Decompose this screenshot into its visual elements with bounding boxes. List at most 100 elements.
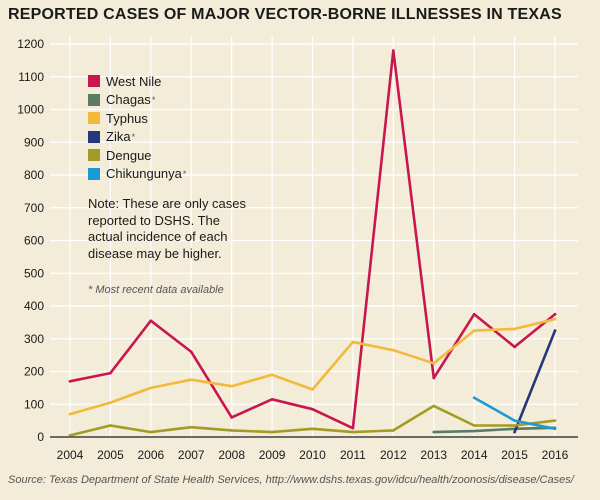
data-point-typhus [513, 327, 516, 331]
x-tick-label: 2011 [340, 448, 366, 462]
data-point-west-nile [68, 380, 72, 383]
x-tick-label: 2004 [57, 448, 84, 462]
data-point-dengue [230, 429, 233, 432]
y-tick-label: 600 [24, 234, 44, 248]
legend-item-chagas: Chagas * [88, 91, 186, 110]
legend-swatch [88, 167, 100, 180]
y-tick-label: 0 [37, 430, 44, 444]
data-point-typhus [270, 373, 274, 377]
note-text: Note: These are only cases reported to D… [88, 196, 247, 261]
data-point-west-nile [351, 426, 355, 430]
x-tick-label: 2009 [259, 448, 286, 462]
x-tick-label: 2008 [218, 448, 245, 462]
axes: 0 100 200 300 400 500 600 700 800 900 1000 1100 1200… [17, 37, 578, 462]
y-tick-label: 100 [24, 397, 44, 411]
data-point-typhus [432, 362, 436, 365]
y-tick-label: 1100 [18, 70, 44, 84]
legend-asterisk: * [182, 168, 187, 179]
x-tick-label: 2006 [137, 448, 164, 462]
data-point-chagas [432, 430, 436, 434]
data-point-chikungunya [472, 396, 476, 400]
data-point-dengue [513, 424, 516, 427]
legend-asterisk: * [151, 94, 156, 105]
data-point-west-nile [553, 312, 557, 316]
y-tick-label: 300 [24, 332, 44, 346]
data-point-typhus [189, 378, 193, 381]
x-tick-label: 2015 [501, 448, 528, 462]
data-point-dengue [149, 430, 153, 434]
data-point-typhus [68, 412, 72, 416]
data-point-typhus [230, 384, 233, 388]
legend-swatch [88, 130, 100, 143]
data-point-west-nile [472, 312, 476, 316]
series-line-zika [513, 329, 557, 434]
data-point-typhus [311, 388, 314, 391]
legend-item-zika: Zika * [88, 128, 186, 147]
legend-label: Zika [106, 129, 131, 145]
legend-item-typhus: Typhus [88, 109, 186, 128]
series-lines [68, 49, 557, 437]
data-point-dengue [392, 429, 395, 432]
legend-label: Chagas [106, 92, 151, 108]
y-tick-label: 800 [24, 168, 44, 182]
data-point-typhus [109, 401, 112, 404]
legend-swatch [88, 75, 100, 88]
y-tick-label: 900 [24, 135, 44, 149]
chart-title: REPORTED CASES OF MAJOR VECTOR-BORNE ILL… [8, 6, 562, 23]
data-point-dengue [432, 404, 436, 408]
data-point-dengue [472, 424, 476, 427]
data-point-typhus [472, 329, 476, 332]
x-tick-label: 2007 [178, 448, 205, 462]
data-point-west-nile [230, 416, 233, 419]
data-point-typhus [392, 348, 395, 352]
data-point-chagas [472, 429, 476, 433]
legend-label: Dengue [106, 147, 152, 163]
data-point-dengue [189, 425, 193, 429]
x-tick-label: 2013 [420, 448, 447, 462]
legend-item-dengue: Dengue [88, 146, 186, 165]
series-line-chagas [432, 426, 557, 434]
data-point-west-nile [109, 371, 112, 375]
data-point-dengue [109, 424, 112, 427]
legend: West Nile Chagas * Typhus Zika * Dengue Chikung… [88, 72, 186, 183]
data-point-zika [513, 430, 516, 434]
y-tick-label: 700 [24, 201, 44, 215]
y-tick-label: 200 [24, 365, 44, 379]
data-point-west-nile [270, 398, 274, 401]
data-point-west-nile [311, 407, 314, 411]
y-tick-label: 1200 [17, 37, 44, 51]
legend-swatch [88, 93, 100, 106]
source-note: Source: Texas Department of State Health… [8, 474, 574, 486]
data-point-zika [553, 329, 557, 332]
x-tick-label: 2016 [542, 448, 569, 462]
data-point-west-nile [149, 319, 153, 323]
data-point-chikungunya [513, 419, 516, 422]
legend-label: Chikungunya [106, 166, 182, 182]
legend-swatch [88, 112, 100, 125]
x-tick-label: 2014 [461, 448, 488, 462]
legend-asterisk: * [131, 131, 136, 142]
data-point-dengue [270, 430, 274, 434]
data-point-typhus [149, 386, 153, 390]
y-tick-label: 1000 [17, 103, 44, 117]
data-point-west-nile [392, 49, 395, 52]
data-point-dengue [351, 430, 355, 434]
y-tick-label: 500 [24, 266, 44, 280]
x-tick-label: 2012 [380, 448, 407, 462]
legend-label: West Nile [106, 73, 162, 89]
data-point-dengue [311, 427, 314, 431]
legend-swatch [88, 149, 100, 162]
legend-item-chikungunya: Chikungunya * [88, 165, 186, 184]
legend-item-west-nile: West Nile [88, 72, 186, 91]
data-point-dengue [553, 419, 557, 422]
footnote: * Most recent data available [88, 284, 224, 296]
data-point-typhus [553, 317, 557, 321]
legend-label: Typhus [106, 110, 148, 126]
data-point-west-nile [513, 345, 516, 349]
data-point-dengue [68, 434, 72, 437]
data-point-chikungunya [553, 427, 557, 431]
data-point-typhus [351, 340, 355, 344]
data-point-west-nile [189, 350, 193, 354]
data-point-west-nile [432, 376, 436, 380]
